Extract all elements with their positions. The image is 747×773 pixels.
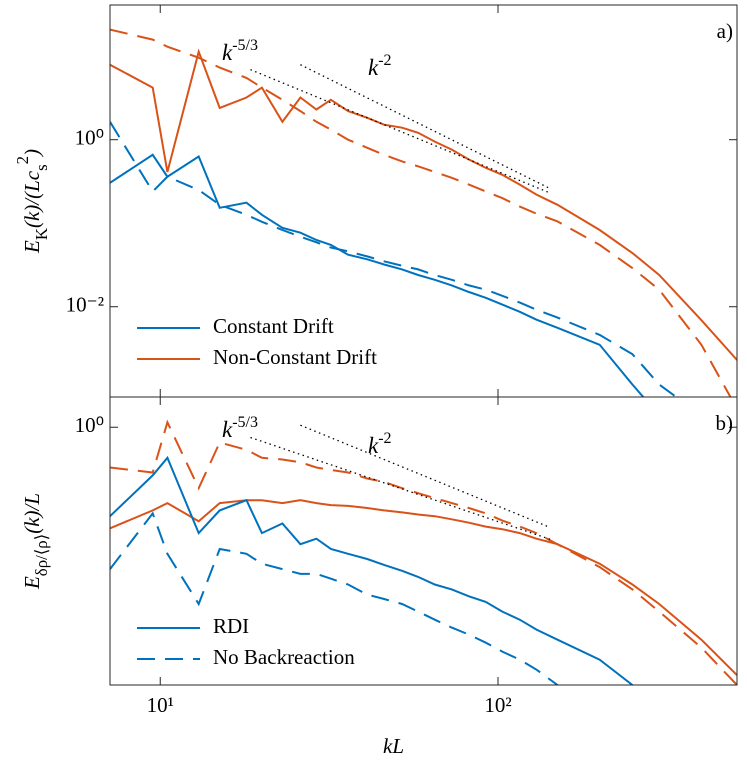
y-axis-label-part: s [32, 164, 51, 171]
series-line [110, 28, 732, 397]
panel-label: a) [717, 19, 733, 43]
series-line [110, 511, 561, 685]
legend-label: Constant Drift [213, 314, 334, 338]
y-axis-label-part: δρ/⟨ρ⟩ [32, 534, 51, 576]
y-tick-label: 10⁻² [66, 293, 104, 317]
series-line [110, 153, 645, 397]
y-axis-label-part: E [20, 576, 44, 590]
series-line [110, 48, 737, 361]
plot-area [110, 419, 737, 685]
series-line [110, 121, 678, 397]
guide-label: k-2 [368, 430, 392, 458]
y-axis-label-part: ) [20, 149, 44, 157]
series-line [110, 455, 635, 685]
legend-label: RDI [213, 614, 249, 638]
guide-exponent: -2 [378, 430, 391, 447]
y-tick-label: 10⁰ [75, 413, 104, 437]
guide-exponent: -5/3 [232, 37, 258, 54]
legend-label: Non-Constant Drift [213, 345, 377, 369]
y-tick-label: 10⁰ [75, 126, 104, 150]
y-axis-label: EK(k)/(Lcs2) [13, 149, 51, 254]
y-axis-label-part: (k)/L [20, 493, 44, 534]
y-axis-label-part: (k)/(Lc [20, 170, 44, 228]
y-axis-label: Eδρ/⟨ρ⟩(k)/L [20, 493, 52, 590]
guide-base: k [222, 40, 233, 65]
y-axis-label-part: 2 [13, 156, 32, 164]
guide-base: k [368, 55, 379, 80]
y-axis-label-part: E [20, 240, 44, 254]
y-axis-label-part: K [32, 228, 51, 240]
guide-label: k-5/3 [222, 37, 258, 65]
guide-line [300, 64, 551, 190]
guide-line [250, 69, 551, 194]
guide-label: k-5/3 [222, 414, 258, 442]
legend-label: No Backreaction [213, 645, 355, 669]
plot-area [110, 28, 737, 397]
x-tick-label: 10¹ [147, 693, 174, 717]
guide-label: k-2 [368, 52, 392, 80]
guide-line [300, 424, 551, 529]
guide-base: k [368, 433, 379, 458]
x-axis-label: kL [383, 734, 404, 758]
guide-exponent: -5/3 [232, 414, 258, 431]
panel-label: b) [716, 411, 734, 435]
series-line [110, 419, 737, 685]
guide-base: k [222, 417, 233, 442]
guide-exponent: -2 [378, 52, 391, 69]
x-tick-label: 10² [484, 693, 511, 717]
axes-frame [109, 396, 738, 686]
